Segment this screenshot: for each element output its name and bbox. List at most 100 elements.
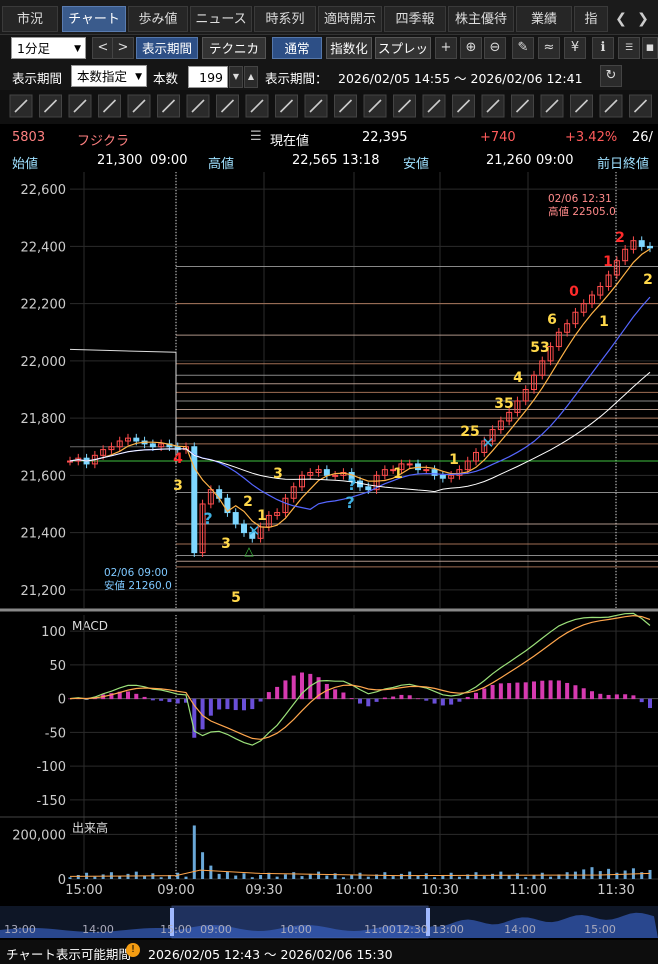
pencil-icon[interactable]: ✎ xyxy=(512,37,534,59)
signal-question: ? xyxy=(345,493,354,512)
tab-benefits[interactable]: 株主優待 xyxy=(448,6,514,32)
emoji-tool-icon[interactable] xyxy=(452,94,475,118)
candle-body xyxy=(290,486,297,499)
macd-bar xyxy=(498,683,503,700)
candle-body xyxy=(232,512,239,525)
spread-button[interactable]: スプレッド xyxy=(375,37,431,78)
zoom-out-icon[interactable]: ⊖ xyxy=(484,37,506,59)
tab-earnings[interactable]: 業績 xyxy=(516,6,572,32)
volume-bar xyxy=(225,871,229,879)
period-label: 表示期間 xyxy=(12,71,63,86)
price-tick: 22,400 xyxy=(21,240,67,255)
eraser-tool-icon[interactable] xyxy=(511,94,534,118)
quote-panel: 5803 フジクラ ☰ 現在値 22,395 +740 +3.42% 26/ 始… xyxy=(0,126,658,172)
erase-all-tool-icon[interactable] xyxy=(540,94,564,118)
range-value: 2026/02/05 14:55 〜 2026/02/06 12:41 xyxy=(338,71,583,86)
tab-market[interactable]: 市況 xyxy=(2,6,58,32)
candle-body xyxy=(224,497,231,514)
arc-tool-icon[interactable] xyxy=(157,94,180,118)
time-tick: 15:00 xyxy=(65,883,102,898)
refresh-icon[interactable]: ↻ xyxy=(600,65,622,87)
board-icon[interactable]: ☰ xyxy=(250,129,262,144)
candle-body xyxy=(572,311,579,325)
vline-tool-icon[interactable] xyxy=(393,94,416,118)
tab-next-icon[interactable]: ❯ xyxy=(637,11,649,27)
low-label: 安値 xyxy=(403,157,430,172)
line-tool-icon[interactable] xyxy=(9,94,33,118)
macd-bar xyxy=(150,698,155,701)
tab-prev-icon[interactable]: ❮ xyxy=(615,11,627,27)
zoom-in-icon[interactable]: ⊕ xyxy=(460,37,482,59)
signal-number: 3 xyxy=(221,536,231,552)
info-icon[interactable]: ℹ xyxy=(592,37,614,59)
tab-ticks[interactable]: 歩み値 xyxy=(128,6,188,32)
circle-tool-icon[interactable] xyxy=(304,94,328,118)
volume-bar xyxy=(341,877,345,879)
count-input[interactable]: 199 xyxy=(188,66,228,88)
signal-number: 4 xyxy=(513,370,523,386)
count-down-icon[interactable]: ▼ xyxy=(229,66,243,88)
interval-select[interactable]: 1分足 ▼ xyxy=(11,37,86,59)
period-button[interactable]: 表示期間 xyxy=(136,37,198,59)
period-select[interactable]: 本数指定 ▼ xyxy=(71,65,147,87)
tab-chart[interactable]: チャート xyxy=(62,6,126,32)
settings-tool-icon[interactable] xyxy=(629,94,652,118)
tab-news[interactable]: ニュース xyxy=(190,6,252,32)
text-tool-icon[interactable] xyxy=(422,94,446,118)
navigator-tick: 10:00 xyxy=(280,923,312,936)
normal-button[interactable]: 通常 xyxy=(272,37,322,59)
hlines2-tool-icon[interactable] xyxy=(98,94,121,118)
trash-tool-icon[interactable] xyxy=(481,94,505,118)
fan-tool-icon[interactable] xyxy=(186,94,210,118)
volume-bar xyxy=(623,870,627,879)
low-price: 21,260 xyxy=(486,153,532,168)
high-annotation-label: 高値 22505.0 xyxy=(548,205,616,218)
parallel-tool-icon[interactable] xyxy=(39,94,62,118)
signal-cross: ✕ xyxy=(482,434,495,452)
candle-body xyxy=(473,451,479,462)
hlines-tool-icon[interactable] xyxy=(68,94,92,118)
volume-bar xyxy=(259,874,263,879)
lock-tool-icon[interactable] xyxy=(599,94,623,118)
count-up-icon[interactable]: ▲ xyxy=(244,66,258,88)
price-pane: 22,600 22,400 22,200 22,000 21,800 21,600 21,4… xyxy=(21,172,658,608)
candle-body xyxy=(100,449,107,456)
tab-disclosure[interactable]: 適時開示 xyxy=(318,6,382,32)
tab-shikiho[interactable]: 四季報 xyxy=(384,6,446,32)
more-icon[interactable]: ▪ xyxy=(642,37,658,59)
macd-bar xyxy=(117,691,122,700)
tab-timeseries[interactable]: 時系列 xyxy=(254,6,316,32)
macd-bar xyxy=(573,685,578,700)
tab-index[interactable]: 指 xyxy=(574,6,608,32)
settings-icon[interactable]: ☰ xyxy=(618,37,640,59)
chart-type-icon[interactable]: ≈ xyxy=(538,37,560,59)
macd-bar xyxy=(523,682,528,700)
candle-body xyxy=(125,437,131,442)
pentagon-tool-icon[interactable] xyxy=(275,94,298,118)
chart-area[interactable]: 22,600 22,400 22,200 22,000 21,800 21,600 21,4… xyxy=(0,172,658,940)
next-icon[interactable]: > xyxy=(112,37,134,59)
hlines3-tool-icon[interactable] xyxy=(127,94,151,118)
crosshair-icon[interactable]: + xyxy=(435,37,457,59)
angle-tool-icon[interactable] xyxy=(216,94,239,118)
interval-value: 1分足 xyxy=(17,41,50,56)
signal-number: 2 xyxy=(615,230,625,246)
candle-body xyxy=(381,469,388,476)
price-tick: 21,400 xyxy=(21,527,67,542)
yen-icon[interactable]: ¥ xyxy=(564,37,586,59)
navigator-pane[interactable]: 13:00 14:00 15:00 09:00 10:00 11:00 12:30 13:00… xyxy=(0,905,658,939)
prev-close-label: 前日終値 xyxy=(597,157,650,172)
index-button[interactable]: 指数化 xyxy=(326,37,372,59)
macd-bar xyxy=(432,698,437,704)
macd-bar xyxy=(449,698,454,705)
low-annotation-time: 02/06 09:00 xyxy=(104,567,168,579)
magnet-tool-icon[interactable] xyxy=(570,94,593,118)
technical-button[interactable]: テクニカル xyxy=(202,37,266,78)
hline-tool-icon[interactable] xyxy=(363,94,387,118)
volume-bar xyxy=(358,872,362,879)
prev-icon[interactable]: < xyxy=(92,37,114,59)
macd-bar xyxy=(333,689,338,700)
rect-tool-icon[interactable] xyxy=(334,94,357,118)
macd-bar xyxy=(540,680,545,700)
pencil-tool-icon[interactable] xyxy=(245,94,269,118)
